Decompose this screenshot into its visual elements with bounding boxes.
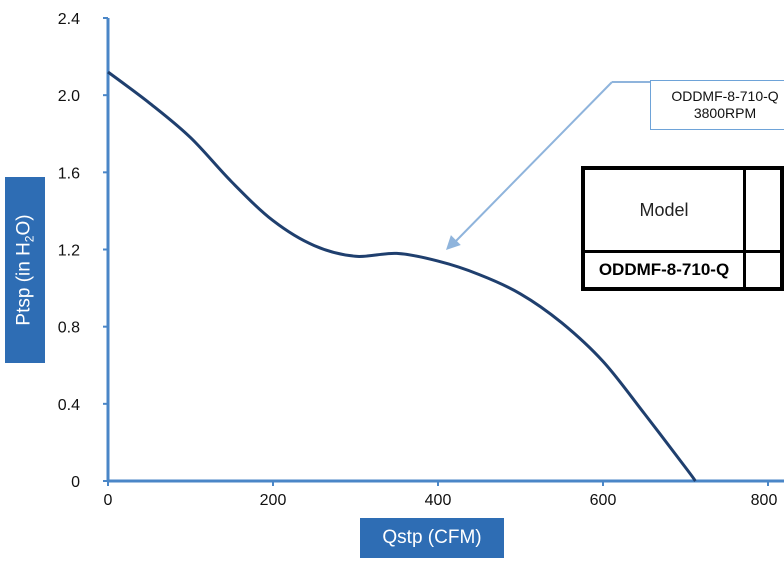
tick-marks (103, 17, 769, 486)
y-axis-label: Ptsp (in H2O) (13, 214, 37, 326)
y-tick-label: 0.8 (58, 320, 80, 337)
y-axis-label-box (5, 177, 45, 363)
model-table: Model ODDMF-8-710-Q (581, 166, 784, 291)
annotation-line-2: 3800RPM (693, 105, 757, 121)
annotation-line-1: ODDMF-8-710-Q (671, 88, 779, 104)
x-tick-label: 800 (751, 492, 778, 509)
y-tick-label: 2.4 (58, 11, 80, 28)
table-cell-model: ODDMF-8-710-Q (581, 250, 747, 291)
x-axis-label: Qstp (CFM) (360, 518, 504, 558)
table-header-model: Model (581, 166, 747, 253)
x-tick-label: 200 (260, 492, 287, 509)
series-annotation: ODDMF-8-710-Q 3800RPM (650, 80, 784, 130)
table-row-header: Model (581, 166, 784, 253)
x-tick-label: 0 (104, 492, 113, 509)
x-tick-label: 400 (425, 492, 452, 509)
table-row-model: ODDMF-8-710-Q (581, 250, 784, 291)
tick-labels: 0 0.4 0.8 1.2 1.6 2.0 2.4 0 200 400 600 800 (58, 11, 778, 509)
y-tick-label: 0.4 (58, 397, 80, 414)
y-tick-label: 0 (71, 474, 80, 491)
callout-arrow-shaft (453, 81, 613, 244)
fan-curve-line (107, 70, 697, 482)
y-tick-label: 1.6 (58, 165, 80, 182)
y-tick-label: 1.2 (58, 243, 80, 260)
callout-arrow (446, 81, 650, 250)
table-header-empty (742, 166, 784, 253)
y-tick-label: 2.0 (58, 88, 80, 105)
x-tick-label: 600 (590, 492, 617, 509)
table-cell-empty (742, 250, 784, 291)
callout-arrowhead (446, 235, 461, 250)
